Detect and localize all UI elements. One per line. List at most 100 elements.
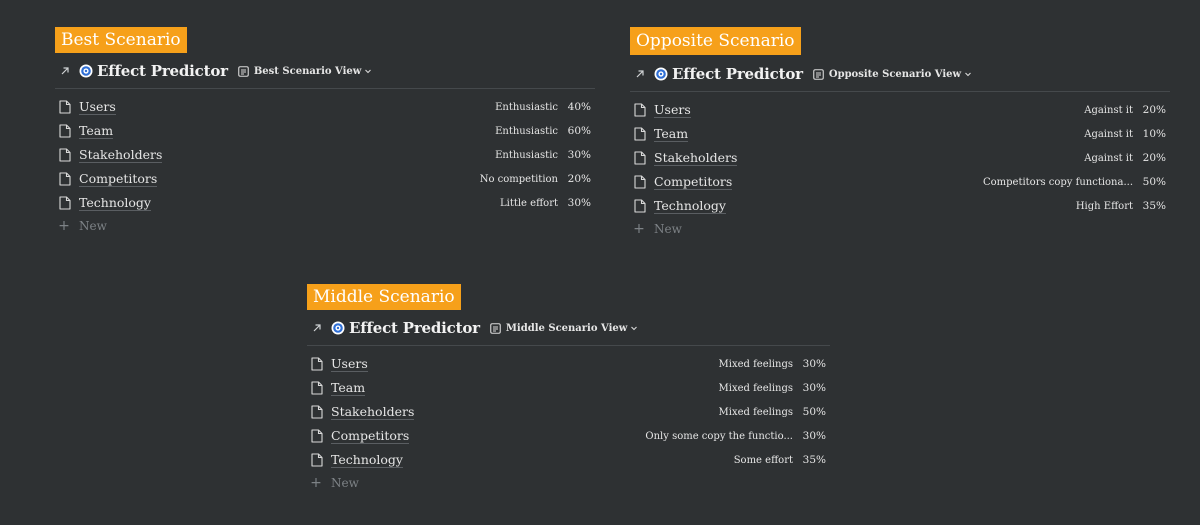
- database-rows: Users Mixed feelings 30% Team Mixed feel…: [307, 352, 830, 472]
- row-name[interactable]: Team: [654, 126, 689, 142]
- page-icon: [311, 357, 323, 371]
- page-icon: [59, 172, 71, 186]
- new-row-button[interactable]: + New: [630, 218, 1170, 240]
- row-name[interactable]: Stakeholders: [654, 150, 738, 166]
- table-row[interactable]: Competitors Competitors copy functiona..…: [630, 170, 1170, 194]
- row-name[interactable]: Stakeholders: [331, 404, 415, 420]
- view-selector-button[interactable]: Middle Scenario View: [490, 323, 639, 334]
- row-percentage: 30%: [802, 358, 826, 370]
- row-percentage: 20%: [1142, 104, 1166, 116]
- row-percentage: 50%: [1142, 176, 1166, 188]
- row-percentage: 20%: [567, 173, 591, 185]
- row-status: Mixed feelings: [718, 406, 793, 418]
- page-icon: [59, 100, 71, 114]
- row-properties: No competition 20%: [480, 173, 591, 185]
- linked-database-header: Effect Predictor Middle Scenario View: [307, 315, 830, 341]
- page-icon: [311, 429, 323, 443]
- target-icon: [79, 64, 93, 78]
- view-selector-button[interactable]: Opposite Scenario View: [813, 69, 972, 80]
- row-properties: Only some copy the functio... 30%: [645, 430, 826, 442]
- header-divider: [630, 91, 1170, 92]
- scenario-label: Opposite Scenario: [630, 27, 801, 55]
- arrow-up-right-icon[interactable]: [634, 68, 646, 80]
- row-status: High Effort: [1075, 200, 1133, 212]
- row-name[interactable]: Users: [654, 102, 691, 118]
- database-title[interactable]: Effect Predictor: [97, 62, 228, 80]
- database-rows: Users Against it 20% Team Against it 10%…: [630, 98, 1170, 218]
- new-row-button[interactable]: + New: [307, 472, 830, 494]
- arrow-up-right-icon[interactable]: [311, 322, 323, 334]
- linked-database-header: Effect Predictor Best Scenario View: [55, 58, 595, 84]
- row-name[interactable]: Technology: [331, 452, 403, 468]
- scenario-panel-opposite: Opposite Scenario Effect Predictor Oppos…: [630, 27, 1170, 240]
- plus-icon: +: [310, 475, 322, 491]
- row-properties: High Effort 35%: [1076, 200, 1166, 212]
- row-properties: Enthusiastic 30%: [495, 149, 591, 161]
- page-icon: [59, 124, 71, 138]
- row-name[interactable]: Users: [79, 99, 116, 115]
- view-selector-button[interactable]: Best Scenario View: [238, 66, 373, 77]
- row-status: Mixed feelings: [718, 382, 793, 394]
- table-row[interactable]: Team Mixed feelings 30%: [307, 376, 830, 400]
- table-row[interactable]: Technology Little effort 30%: [55, 191, 595, 215]
- database-title[interactable]: Effect Predictor: [672, 65, 803, 83]
- row-percentage: 10%: [1142, 128, 1166, 140]
- row-percentage: 60%: [567, 125, 591, 137]
- table-row[interactable]: Users Enthusiastic 40%: [55, 95, 595, 119]
- new-row-button[interactable]: + New: [55, 215, 595, 237]
- row-status: Enthusiastic: [495, 125, 558, 137]
- row-percentage: 30%: [567, 149, 591, 161]
- table-row[interactable]: Stakeholders Mixed feelings 50%: [307, 400, 830, 424]
- database-rows: Users Enthusiastic 40% Team Enthusiastic…: [55, 95, 595, 215]
- row-status: No competition: [479, 173, 558, 185]
- row-name[interactable]: Team: [331, 380, 366, 396]
- row-percentage: 35%: [802, 454, 826, 466]
- row-percentage: 30%: [567, 197, 591, 209]
- table-row[interactable]: Stakeholders Against it 20%: [630, 146, 1170, 170]
- row-status: Against it: [1084, 104, 1133, 116]
- table-view-icon: [813, 68, 824, 80]
- row-percentage: 35%: [1142, 200, 1166, 212]
- scenario-label: Middle Scenario: [307, 284, 461, 310]
- view-label: Best Scenario View: [253, 65, 362, 77]
- table-row[interactable]: Team Enthusiastic 60%: [55, 119, 595, 143]
- row-percentage: 30%: [802, 382, 826, 394]
- arrow-up-right-icon[interactable]: [59, 65, 71, 77]
- row-name[interactable]: Competitors: [79, 171, 158, 187]
- row-percentage: 20%: [1142, 152, 1166, 164]
- row-status: Enthusiastic: [495, 101, 558, 113]
- row-status: Little effort: [499, 197, 558, 209]
- view-label: Middle Scenario View: [505, 322, 628, 334]
- table-row[interactable]: Stakeholders Enthusiastic 30%: [55, 143, 595, 167]
- page-icon: [59, 148, 71, 162]
- row-status: Only some copy the functio...: [645, 430, 793, 442]
- row-status: Against it: [1084, 128, 1133, 140]
- table-row[interactable]: Technology High Effort 35%: [630, 194, 1170, 218]
- page-icon: [634, 127, 646, 141]
- row-name[interactable]: Competitors: [331, 428, 410, 444]
- row-name[interactable]: Technology: [79, 195, 151, 211]
- row-properties: Competitors copy functiona... 50%: [983, 176, 1166, 188]
- chevron-down-icon: [364, 67, 372, 75]
- row-name[interactable]: Technology: [654, 198, 726, 214]
- page-icon: [311, 453, 323, 467]
- scenario-panel-best: Best Scenario Effect Predictor Best Scen…: [55, 27, 595, 237]
- page-icon: [634, 103, 646, 117]
- table-row[interactable]: Technology Some effort 35%: [307, 448, 830, 472]
- row-percentage: 40%: [567, 101, 591, 113]
- row-properties: Some effort 35%: [734, 454, 826, 466]
- row-name[interactable]: Stakeholders: [79, 147, 163, 163]
- page-icon: [634, 175, 646, 189]
- row-name[interactable]: Team: [79, 123, 114, 139]
- database-title[interactable]: Effect Predictor: [349, 319, 480, 337]
- table-row[interactable]: Competitors Only some copy the functio..…: [307, 424, 830, 448]
- table-row[interactable]: Competitors No competition 20%: [55, 167, 595, 191]
- row-properties: Enthusiastic 60%: [495, 125, 591, 137]
- table-row[interactable]: Users Mixed feelings 30%: [307, 352, 830, 376]
- table-view-icon: [490, 322, 501, 334]
- row-name[interactable]: Users: [331, 356, 368, 372]
- linked-database-header: Effect Predictor Opposite Scenario View: [630, 61, 1170, 87]
- row-name[interactable]: Competitors: [654, 174, 733, 190]
- table-row[interactable]: Users Against it 20%: [630, 98, 1170, 122]
- table-row[interactable]: Team Against it 10%: [630, 122, 1170, 146]
